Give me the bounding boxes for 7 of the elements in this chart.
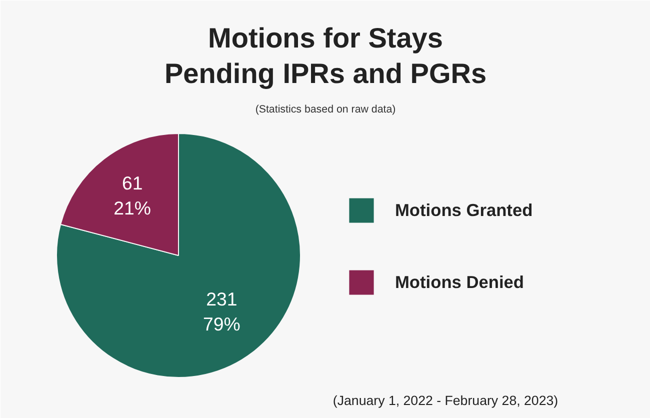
chart-subtitle: (Statistics based on raw data)	[255, 104, 396, 116]
data-label: 61 21%	[114, 172, 152, 219]
data-label: 231 79%	[203, 288, 240, 335]
legend-label: Motions Denied	[395, 272, 524, 292]
legend-label: Motions Granted	[395, 200, 533, 220]
text: (January 1, 2022 - February 28, 2023)	[332, 393, 558, 408]
chart-title: Motions for Stays Pending IPRs and PGRs	[164, 22, 487, 90]
